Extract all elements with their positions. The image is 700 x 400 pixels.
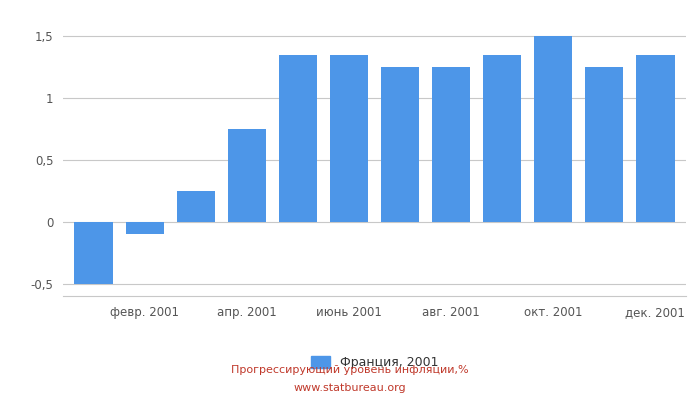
Bar: [74, 222, 113, 284]
Bar: [279, 55, 317, 222]
Bar: [636, 55, 675, 222]
Bar: [585, 67, 624, 222]
Text: www.statbureau.org: www.statbureau.org: [294, 383, 406, 393]
Legend: Франция, 2001: Франция, 2001: [306, 351, 443, 374]
Bar: [176, 191, 215, 222]
Text: Прогрессирующий уровень инфляции,%: Прогрессирующий уровень инфляции,%: [231, 365, 469, 375]
Bar: [125, 222, 164, 234]
Bar: [432, 67, 470, 222]
Bar: [483, 55, 522, 222]
Bar: [381, 67, 419, 222]
Bar: [228, 129, 266, 222]
Bar: [330, 55, 368, 222]
Bar: [534, 36, 573, 222]
